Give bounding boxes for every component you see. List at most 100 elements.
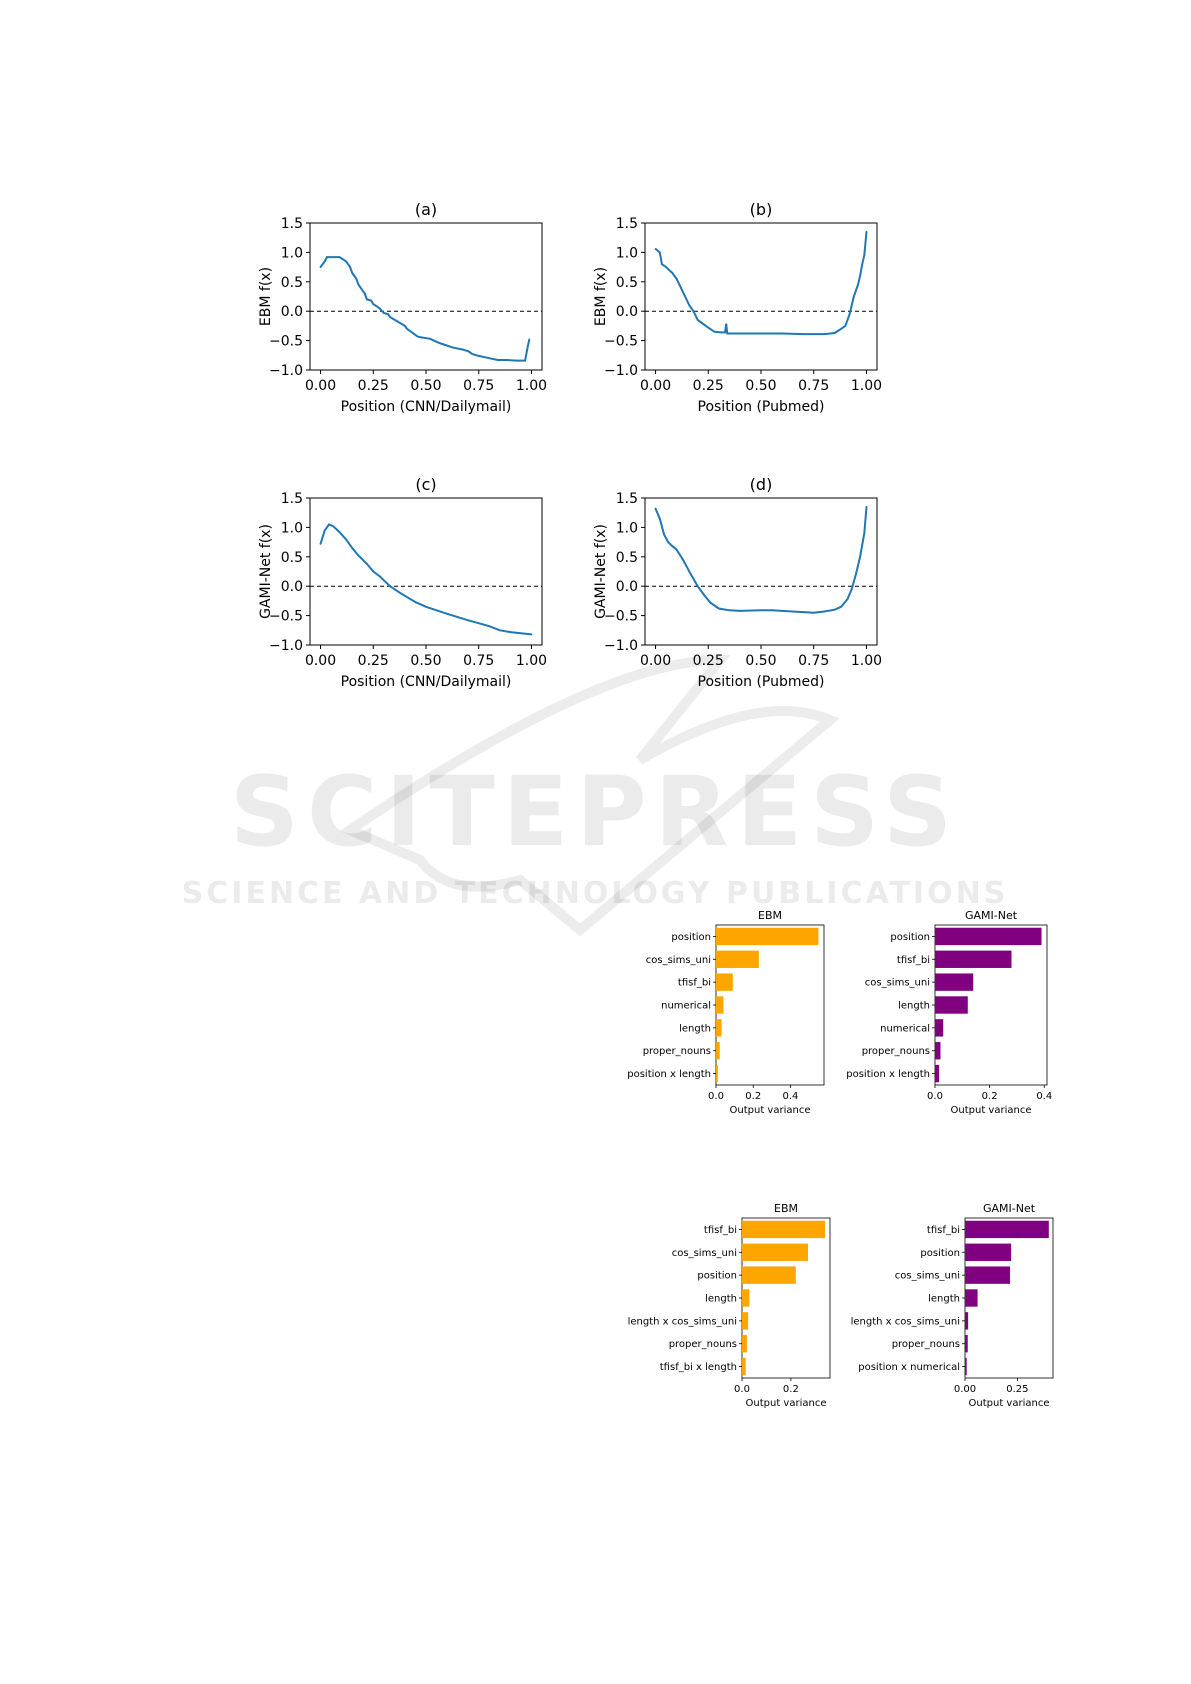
data-point bbox=[351, 547, 354, 549]
chart-title: (b) bbox=[750, 200, 773, 219]
chart-title: EBM bbox=[758, 909, 782, 922]
x-tick-label: 0.00 bbox=[305, 653, 336, 669]
x-tick-label: 0.75 bbox=[463, 378, 494, 394]
data-point bbox=[720, 331, 722, 334]
data-point bbox=[530, 633, 533, 636]
data-point bbox=[671, 272, 674, 274]
chart-title: EBM bbox=[774, 1202, 798, 1215]
data-point bbox=[663, 533, 665, 536]
bar bbox=[965, 1357, 967, 1376]
data-point bbox=[477, 622, 480, 625]
category-label: proper_nouns bbox=[892, 1339, 960, 1350]
data-point bbox=[344, 538, 347, 541]
y-tick-label: −1.0 bbox=[604, 363, 638, 379]
data-point bbox=[366, 298, 368, 301]
bar bbox=[935, 973, 974, 991]
data-point bbox=[654, 507, 657, 510]
data-point bbox=[781, 609, 783, 612]
data-point bbox=[410, 330, 413, 333]
chart-title: (c) bbox=[415, 475, 436, 494]
y-tick-label: −0.5 bbox=[604, 334, 638, 350]
x-tick-label: 0.4 bbox=[783, 1091, 799, 1102]
bar bbox=[742, 1312, 749, 1330]
x-tick-label: 0.0 bbox=[734, 1384, 750, 1395]
data-point bbox=[725, 323, 728, 326]
data-point bbox=[865, 505, 868, 508]
bar bbox=[965, 1243, 1012, 1261]
data-point bbox=[439, 342, 442, 345]
y-tick-label: 0.5 bbox=[281, 550, 303, 566]
bar bbox=[742, 1220, 826, 1239]
data-point bbox=[684, 295, 686, 298]
data-point bbox=[372, 570, 375, 573]
x-tick-label: 0.2 bbox=[745, 1091, 761, 1102]
data-point bbox=[414, 601, 417, 603]
data-point bbox=[515, 359, 518, 362]
y-tick-label: 1.5 bbox=[281, 216, 303, 232]
category-label: numerical bbox=[661, 1001, 711, 1012]
data-point bbox=[848, 313, 851, 316]
x-axis-label: Position (CNN/Dailymail) bbox=[341, 399, 512, 415]
x-tick-label: 0.25 bbox=[1006, 1384, 1028, 1395]
category-label: position bbox=[890, 932, 930, 943]
x-axis-label: Position (Pubmed) bbox=[698, 399, 825, 415]
x-tick-label: 0.0 bbox=[927, 1091, 943, 1102]
data-point bbox=[452, 346, 455, 349]
category-label: position x length bbox=[627, 1069, 711, 1080]
data-point bbox=[429, 337, 432, 340]
data-point bbox=[363, 292, 366, 295]
category-label: position bbox=[920, 1248, 960, 1259]
bar bbox=[965, 1312, 969, 1330]
data-point bbox=[857, 283, 859, 286]
category-label: position x length bbox=[846, 1069, 930, 1080]
data-point bbox=[387, 313, 389, 316]
category-label: tfisf_bi bbox=[897, 955, 930, 966]
data-point bbox=[679, 286, 682, 289]
plot-area bbox=[644, 497, 878, 646]
x-tick-label: 0.75 bbox=[798, 653, 829, 669]
chart-title: (a) bbox=[415, 200, 437, 219]
data-point bbox=[446, 612, 448, 615]
bar-chart-gami-top: GAMI-Net position tfisf_bi cos_sims_unileng… bbox=[846, 909, 1052, 1116]
line-chart-a: (a) 1.5 1.0 0.5 0.0 −0.5 −1.00.00 0.25 0.50 0.75 1… bbox=[258, 200, 547, 415]
data-point bbox=[338, 256, 341, 259]
bar bbox=[716, 950, 759, 968]
x-tick-label: 0.25 bbox=[693, 378, 724, 394]
data-point bbox=[359, 286, 362, 289]
data-point bbox=[524, 359, 527, 362]
data-point bbox=[357, 283, 360, 286]
plot-area bbox=[741, 1217, 831, 1379]
plot-area bbox=[715, 924, 825, 1086]
bar bbox=[742, 1335, 747, 1353]
x-axis-label: Position (CNN/Dailymail) bbox=[341, 674, 512, 690]
x-tick-label: 0.25 bbox=[358, 378, 389, 394]
y-axis-label: GAMI-Net f(x) bbox=[258, 524, 274, 619]
data-point bbox=[325, 256, 328, 259]
series-line bbox=[319, 256, 531, 362]
data-point bbox=[833, 332, 836, 334]
bar-chart-ebm-top: EBM position cos_sims_uni tfisf_bi numerical… bbox=[627, 909, 825, 1116]
y-tick-label: −1.0 bbox=[604, 638, 638, 654]
category-label: tfisf_bi bbox=[927, 1225, 960, 1236]
y-tick-label: 1.0 bbox=[616, 245, 638, 261]
data-point bbox=[389, 585, 392, 588]
y-tick-label: −0.5 bbox=[269, 609, 303, 625]
data-point bbox=[389, 316, 392, 318]
y-tick-label: 1.5 bbox=[616, 491, 638, 507]
bar bbox=[965, 1335, 968, 1353]
data-point bbox=[382, 312, 385, 314]
data-point bbox=[323, 260, 326, 263]
x-tick-label: 0.2 bbox=[982, 1091, 998, 1102]
category-label: tfisf_bi bbox=[678, 978, 711, 989]
data-point bbox=[863, 532, 866, 535]
x-axis-label: Output variance bbox=[730, 1105, 811, 1116]
data-point bbox=[357, 554, 360, 557]
series-line bbox=[654, 506, 868, 614]
x-tick-label: 0.00 bbox=[640, 653, 671, 669]
data-point bbox=[781, 332, 783, 335]
data-point bbox=[802, 611, 805, 613]
y-tick-label: 0.5 bbox=[616, 550, 638, 566]
data-point bbox=[332, 525, 335, 528]
bar bbox=[742, 1266, 796, 1284]
data-point bbox=[688, 570, 691, 573]
